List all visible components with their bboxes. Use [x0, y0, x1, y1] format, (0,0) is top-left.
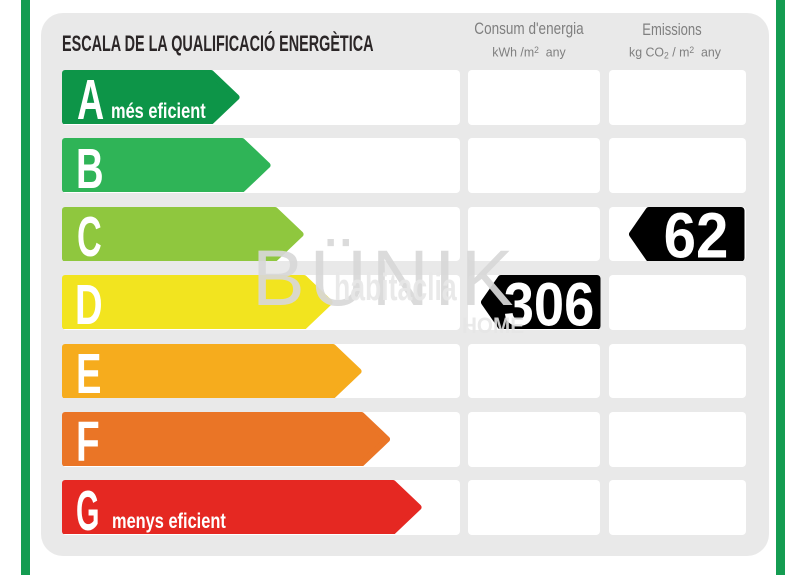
svg-text:306: 306	[504, 275, 595, 329]
svg-text:62: 62	[664, 207, 729, 261]
